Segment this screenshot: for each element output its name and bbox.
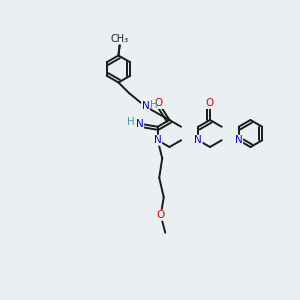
Text: H: H: [128, 117, 135, 127]
Text: O: O: [157, 210, 165, 220]
Text: O: O: [206, 98, 214, 109]
Text: N: N: [142, 101, 149, 112]
Text: CH₃: CH₃: [111, 34, 129, 44]
Text: O: O: [155, 98, 163, 109]
Text: N: N: [154, 135, 162, 145]
Text: H: H: [150, 100, 158, 110]
Text: N: N: [194, 135, 202, 145]
Text: N: N: [136, 119, 144, 129]
Text: N: N: [235, 135, 243, 145]
